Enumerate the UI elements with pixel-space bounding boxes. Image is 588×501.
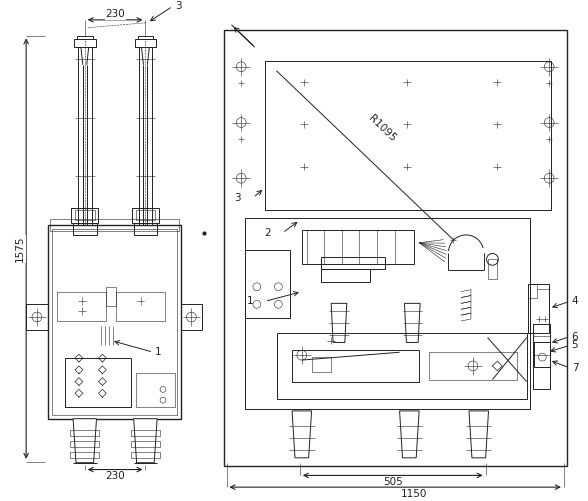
Bar [70, 430, 99, 436]
Text: 7: 7 [572, 363, 578, 373]
Text: 4: 4 [572, 297, 578, 307]
Text: 3: 3 [235, 193, 241, 203]
Text: 230: 230 [105, 471, 125, 481]
Bar [48, 225, 181, 419]
Bar [58, 292, 106, 321]
Bar [136, 210, 155, 220]
Text: 230: 230 [105, 9, 125, 19]
Bar [77, 36, 93, 40]
Bar [73, 223, 96, 235]
Bar [322, 269, 370, 282]
Bar [265, 61, 551, 210]
Bar [534, 343, 550, 367]
Text: 1: 1 [246, 297, 253, 307]
Bar [487, 260, 497, 279]
Bar [429, 352, 517, 380]
Bar [26, 304, 48, 330]
Text: 1150: 1150 [401, 489, 427, 499]
Bar [245, 218, 530, 409]
Polygon shape [292, 411, 312, 458]
Bar [223, 30, 567, 465]
Bar [245, 249, 290, 318]
Bar [131, 452, 160, 458]
Bar [65, 358, 131, 407]
Bar [133, 223, 157, 235]
Bar [527, 284, 549, 333]
Bar [49, 219, 179, 231]
Text: 3: 3 [175, 1, 181, 11]
Polygon shape [73, 419, 96, 463]
Bar [106, 287, 116, 306]
Bar [533, 324, 550, 389]
Text: 6: 6 [572, 332, 578, 342]
Bar [71, 207, 98, 223]
Bar [527, 284, 537, 299]
Polygon shape [469, 411, 489, 458]
Bar [131, 430, 160, 436]
Bar [116, 292, 165, 321]
Bar [132, 207, 159, 223]
Text: 5: 5 [572, 340, 578, 350]
Text: 1575: 1575 [15, 235, 25, 262]
Bar [278, 333, 527, 399]
Bar [322, 258, 385, 269]
Bar [70, 452, 99, 458]
Bar [135, 40, 156, 47]
Bar [302, 230, 414, 264]
Bar [136, 373, 175, 407]
Text: 1: 1 [155, 347, 162, 357]
Text: 2: 2 [264, 228, 270, 238]
Polygon shape [331, 304, 347, 343]
Bar [52, 229, 176, 415]
Bar [74, 40, 96, 47]
Polygon shape [405, 304, 420, 343]
Bar [70, 441, 99, 447]
Bar [292, 350, 419, 382]
Polygon shape [133, 419, 157, 463]
Text: 505: 505 [383, 477, 403, 487]
Polygon shape [400, 411, 419, 458]
Text: R1095: R1095 [366, 114, 397, 144]
Bar [138, 36, 153, 40]
Bar [131, 441, 160, 447]
Bar [181, 304, 202, 330]
Bar [75, 210, 95, 220]
Bar [312, 357, 331, 372]
